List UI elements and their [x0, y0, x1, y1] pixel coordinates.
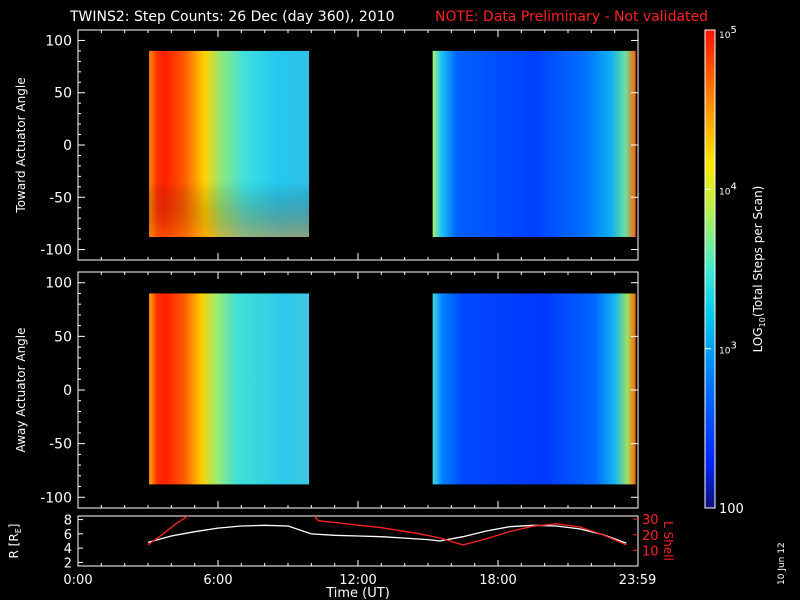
y-tick-label: -50	[49, 190, 72, 206]
lshell-tick-label: 10	[642, 544, 659, 559]
radius-tick-label: 8	[64, 514, 72, 529]
colorbar-tick-label: 104	[719, 181, 737, 197]
colorbar-tick-label: 100	[719, 502, 744, 517]
toward-data-block-2	[432, 50, 636, 238]
away-y-label: Away Actuator Angle	[14, 327, 28, 452]
toward-angle-panel: 100 50 0 -50 -100 Toward Actuator Angle	[14, 29, 639, 261]
figure-title: TWINS2: Step Counts: 26 Dec (day 360), 2…	[69, 9, 395, 25]
colorbar-label: LOG10(Total Steps per Scan)	[751, 186, 767, 353]
data-preliminary-note: NOTE: Data Preliminary - Not validated	[435, 9, 708, 25]
away-data-block-2	[432, 293, 636, 485]
radius-axis-label: R [RE]	[7, 524, 23, 559]
away-y-axis: 100 50 0 -50 -100	[40, 272, 639, 508]
y-tick-label: 100	[45, 276, 72, 292]
toward-y-axis: 100 50 0 -50 -100	[40, 30, 639, 260]
away-angle-panel: 100 50 0 -50 -100 Away Actuator Angle	[14, 271, 639, 509]
colorbar-ticks: 100 103 104 105	[705, 25, 744, 517]
time-tick-label: 6:00	[203, 573, 232, 588]
time-tick-label: 12:00	[339, 573, 376, 588]
away-data-block-1	[149, 293, 309, 485]
time-axis-label: Time (UT)	[325, 586, 390, 600]
date-stamp: 10 Jun 12	[777, 542, 787, 585]
y-tick-label: -100	[40, 490, 72, 506]
y-tick-label: 0	[63, 383, 72, 399]
lshell-axis-label: L Shell	[661, 521, 675, 561]
lshell-tick-label: 20	[642, 529, 659, 544]
lshell-tick-label: 30	[642, 513, 659, 528]
time-axis: 0:00 6:00 12:00 18:00 23:59	[63, 560, 656, 588]
time-tick-label: 0:00	[63, 573, 92, 588]
colorbar-gradient	[705, 30, 715, 508]
radius-tick-label: 4	[64, 542, 72, 557]
y-tick-label: 100	[45, 33, 72, 49]
radius-tick-label: 6	[64, 528, 72, 543]
colorbar-tick-label: 105	[719, 25, 737, 41]
time-tick-label: 18:00	[479, 573, 516, 588]
y-tick-label: 50	[54, 329, 72, 345]
orbit-lines	[147, 516, 627, 546]
time-tick-label: 23:59	[619, 573, 656, 588]
y-tick-label: 0	[63, 138, 72, 154]
toward-y-label: Toward Actuator Angle	[14, 77, 28, 213]
radius-tick-label: 2	[64, 556, 72, 571]
colorbar: 100 103 104 105 LOG10(Total Steps per Scan)	[704, 25, 767, 517]
colorbar-tick-label: 103	[719, 341, 737, 357]
y-tick-label: 50	[54, 86, 72, 102]
y-tick-label: -50	[49, 437, 72, 453]
lshell-series-line	[147, 516, 627, 546]
toward-data-block-1-shade	[149, 50, 309, 238]
y-tick-label: -100	[40, 243, 72, 259]
